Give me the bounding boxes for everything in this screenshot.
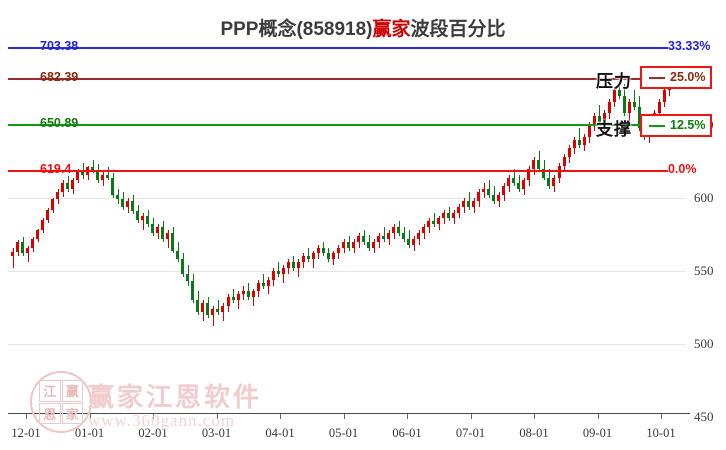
legend-dash-resistance [649, 77, 665, 79]
chart-title-post: 波段百分比 [410, 19, 506, 40]
level-line-top-level [8, 47, 668, 50]
x-axis-tick [470, 414, 472, 419]
level-price-label-support: 650.89 [40, 115, 79, 130]
x-axis-label: 06-01 [392, 426, 422, 440]
x-axis-tick [407, 414, 408, 419]
watermark-brand: 赢家江恩软件 [88, 382, 263, 412]
x-axis-line [8, 413, 690, 414]
x-axis-label: 08-01 [519, 426, 549, 440]
x-axis-label: 03-01 [201, 426, 232, 440]
level-name-label-resistance: 压力 [596, 72, 632, 91]
x-axis-label: 12-01 [11, 426, 41, 440]
level-percent-label-support: 12.5% [670, 118, 706, 132]
x-axis-tick [216, 414, 218, 419]
gridline [8, 198, 686, 199]
x-axis-label: 04-01 [265, 426, 295, 440]
chart-title-highlight: 赢家 [372, 19, 411, 40]
seal-char: 江 [39, 380, 61, 402]
x-axis-tick [343, 414, 345, 419]
level-line-support [8, 123, 642, 126]
x-axis-tick [661, 414, 662, 419]
level-percent-label-resistance: 25.0% [670, 70, 706, 84]
level-line-base-level [8, 169, 668, 172]
legend-dash-support [649, 125, 665, 127]
level-percent-label-base-level: 0.0% [668, 161, 697, 176]
level-price-label-resistance: 682.39 [40, 69, 79, 84]
annotation-box-support[interactable]: 12.5% [640, 114, 712, 137]
chart-title-pre: PPP概念(858918) [220, 19, 373, 40]
y-axis-label: 500 [694, 336, 714, 351]
seal-char: 恩 [39, 402, 61, 424]
watermark-url: www.360gann.com [88, 411, 236, 430]
seal-char: 赢 [61, 380, 83, 402]
gridline [8, 344, 686, 345]
level-percent-label-top-level: 33.33% [668, 39, 711, 54]
x-axis-tick [26, 414, 27, 419]
x-axis-tick [534, 414, 535, 419]
x-axis-tick [280, 414, 281, 419]
x-axis-label: 01-01 [74, 426, 105, 440]
level-price-label-top-level: 703.38 [40, 39, 79, 54]
level-name-label-support: 支撑 [596, 120, 632, 139]
x-axis-label: 05-01 [328, 426, 359, 440]
level-line-resistance [8, 77, 642, 80]
annotation-box-resistance[interactable]: 25.0% [640, 66, 712, 89]
y-axis-label: 600 [694, 190, 714, 205]
seal-char: 家 [61, 402, 83, 424]
level-price-label-base-level: 619.4 [40, 161, 72, 176]
x-axis-tick [89, 414, 91, 419]
chart-title: PPP概念(858918)赢家波段百分比 [0, 14, 726, 41]
y-axis-label: 450 [694, 409, 714, 424]
x-axis-tick [153, 414, 154, 419]
y-axis-label: 550 [694, 263, 714, 278]
x-axis-tick [597, 414, 599, 419]
x-axis-label: 07-01 [455, 426, 486, 440]
gridline [8, 271, 686, 272]
x-axis-label: 09-01 [582, 426, 613, 440]
plot-area [8, 40, 686, 414]
x-axis-label: 02-01 [138, 426, 168, 440]
x-axis-label: 10-01 [646, 426, 676, 440]
watermark-seal-icon: 江赢恩家 [30, 371, 92, 433]
